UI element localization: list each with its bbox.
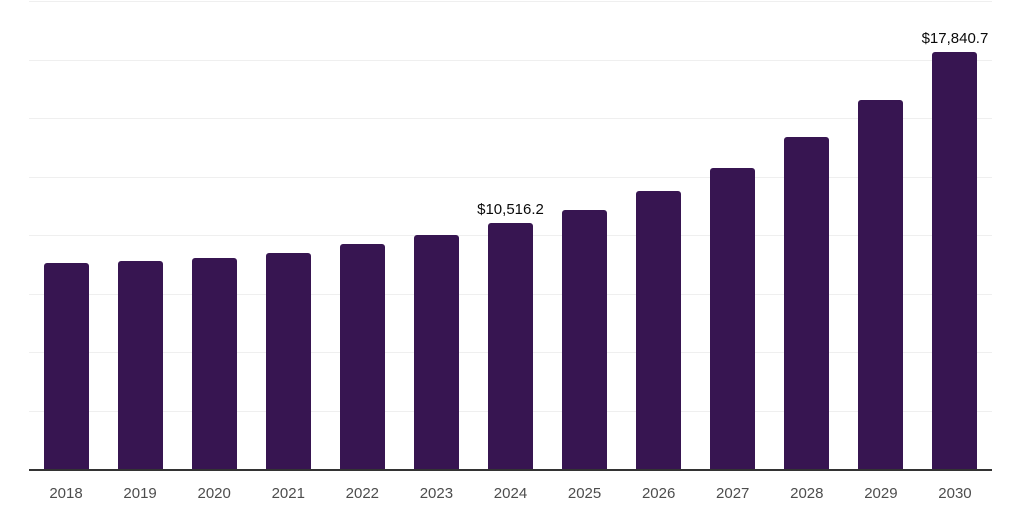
x-tick-label-2019: 2019 bbox=[123, 485, 157, 502]
bar-2018[interactable] bbox=[43, 263, 89, 469]
x-tick-label-2026: 2026 bbox=[641, 485, 676, 502]
bar-2019[interactable] bbox=[117, 261, 163, 469]
bar-2022[interactable] bbox=[339, 244, 385, 469]
bar-2025[interactable] bbox=[562, 210, 608, 469]
x-tick-label-2024: 2024 bbox=[493, 485, 528, 502]
x-tick-label-2021: 2021 bbox=[271, 485, 305, 502]
bar-2026[interactable] bbox=[636, 191, 682, 469]
x-tick-label-2028: 2028 bbox=[790, 485, 824, 502]
gridline bbox=[29, 59, 992, 61]
x-tick-label-2023: 2023 bbox=[419, 485, 454, 502]
x-tick-label-2020: 2020 bbox=[197, 485, 231, 502]
bar-2024[interactable] bbox=[488, 222, 533, 469]
gridline bbox=[29, 176, 992, 178]
bar-2029[interactable] bbox=[858, 99, 904, 469]
gridline bbox=[29, 1, 992, 2]
data-label-2030: $17,840.7 bbox=[921, 29, 989, 47]
x-tick-label-2029: 2029 bbox=[864, 485, 898, 502]
gridline bbox=[29, 118, 992, 119]
bar-2027[interactable] bbox=[710, 168, 756, 469]
bar-2030[interactable] bbox=[932, 51, 978, 469]
x-tick-label-2027: 2027 bbox=[716, 485, 750, 502]
bar-2023[interactable] bbox=[413, 235, 459, 469]
bar-2028[interactable] bbox=[784, 137, 830, 469]
bar-2021[interactable] bbox=[265, 252, 311, 469]
data-label-2024: $10,516.2 bbox=[477, 200, 544, 218]
x-tick-label-2025: 2025 bbox=[567, 485, 602, 502]
x-axis-line bbox=[29, 469, 992, 471]
x-tick-label-2018: 2018 bbox=[49, 485, 83, 502]
bar-2020[interactable] bbox=[191, 257, 237, 469]
x-tick-label-2022: 2022 bbox=[345, 485, 380, 502]
x-tick-label-2030: 2030 bbox=[938, 485, 972, 502]
